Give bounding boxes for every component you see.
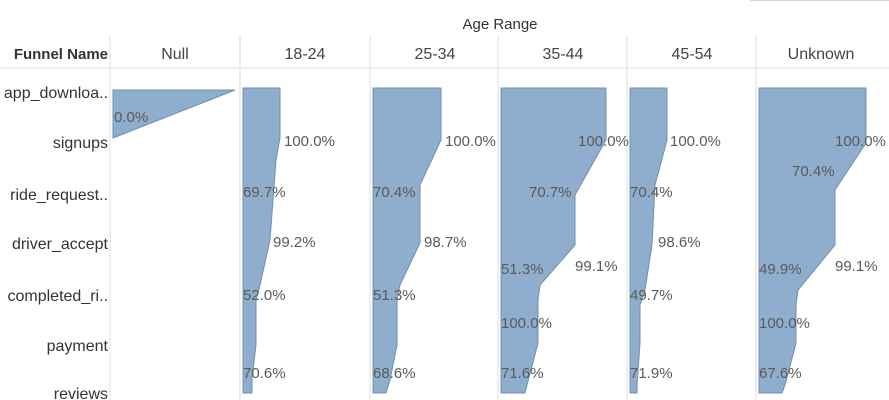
data-label-18-24-4: 70.6% [243,365,286,382]
data-label-35-44-3: 51.3% [501,261,544,278]
row-label-2: ride_request.. [10,187,108,204]
top-right-box-edge [750,0,889,1]
funnel-panels: 0.0%100.0%69.7%99.2%52.0%70.6%100.0%70.4… [112,87,886,394]
funnel-area-18-24 [242,87,281,394]
row-labels: app_downloa..signups ride_request..driver… [4,85,109,400]
data-label-unknown-4: 100.0% [759,315,810,332]
data-label-null-0: 0.0% [114,109,148,126]
column-header-null: Null [161,46,189,63]
data-label-18-24-0: 100.0% [284,133,335,150]
column-labels: Null 18-24 25-34 35-44 45-54 Unknown [161,46,854,63]
data-label-18-24-1: 69.7% [243,184,286,201]
row-axis-title: Funnel Name [14,46,108,63]
data-label-35-44-5: 71.6% [501,365,544,382]
funnel-area-45-54 [629,87,668,394]
data-label-35-44-1: 70.7% [529,184,572,201]
row-label-4: completed_ri.. [8,288,109,305]
data-label-25-34-1: 70.4% [373,184,416,201]
data-label-25-34-0: 100.0% [445,133,496,150]
grid-lines [0,36,889,400]
data-label-25-34-3: 51.3% [373,287,416,304]
column-axis-title: Age Range [462,16,537,33]
column-header-45-54: 45-54 [672,46,713,63]
data-label-45-54-1: 70.4% [630,184,673,201]
data-label-45-54-4: 71.9% [630,365,673,382]
column-header-25-34: 25-34 [415,46,456,63]
data-label-unknown-1: 70.4% [792,163,835,180]
row-label-5: payment [47,338,109,355]
data-label-25-34-4: 68.6% [373,365,416,382]
column-header-unknown: Unknown [788,46,855,63]
data-label-35-44-4: 100.0% [501,315,552,332]
data-label-18-24-3: 52.0% [243,287,286,304]
row-label-0: app_downloa.. [4,85,108,102]
row-label-1: signups [53,135,108,152]
funnel-area-35-44 [500,87,607,394]
data-label-35-44-2: 99.1% [575,258,618,275]
data-label-unknown-0: 100.0% [835,133,886,150]
column-header-18-24: 18-24 [285,46,326,63]
data-label-unknown-3: 49.9% [759,261,802,278]
data-label-45-54-3: 49.7% [630,287,673,304]
data-label-35-44-0: 100.0% [578,133,629,150]
data-label-45-54-0: 100.0% [670,133,721,150]
row-label-6: reviews [54,386,108,400]
column-header-35-44: 35-44 [543,46,584,63]
data-label-18-24-2: 99.2% [273,234,316,251]
data-label-unknown-2: 99.1% [835,258,878,275]
funnel-area-25-34 [372,87,442,394]
funnel-area-null [112,89,236,139]
funnel-area-unknown [758,87,867,394]
data-label-25-34-2: 98.7% [424,234,467,251]
data-label-unknown-5: 67.6% [759,365,802,382]
row-label-3: driver_accept [12,236,109,253]
data-label-45-54-2: 98.6% [658,234,701,251]
